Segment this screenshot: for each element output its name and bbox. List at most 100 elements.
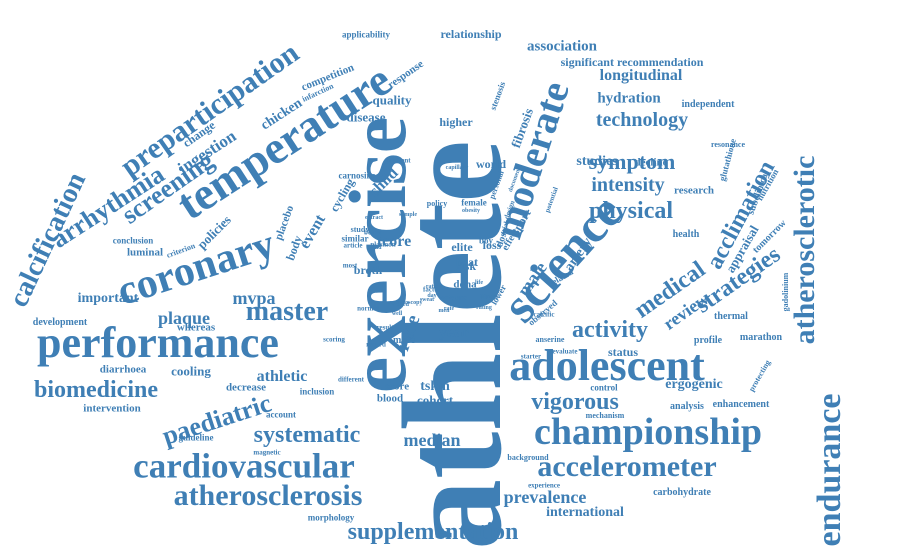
word-plaque: plaque: [157, 308, 211, 328]
word-important: important: [77, 291, 139, 306]
word-thermal: thermal: [714, 311, 748, 322]
word-broth: broth: [353, 263, 383, 277]
word-applicability: applicability: [341, 29, 391, 40]
word-guideline: guideline: [178, 432, 214, 443]
word-use: use: [455, 293, 467, 302]
word-physical: physical: [588, 198, 674, 224]
word-quality: quality: [372, 92, 412, 108]
word-blood: blood: [376, 392, 404, 405]
word-decline: decline: [634, 156, 668, 169]
word-performance: performance: [37, 318, 279, 367]
word-gold: gold: [370, 245, 382, 251]
word-elite: elite: [451, 240, 473, 254]
word-anserine: anserine: [535, 335, 565, 344]
word-doha: doha: [453, 278, 477, 291]
word-intervention: intervention: [83, 402, 141, 415]
word-stenosis: stenosis: [487, 80, 508, 112]
word-whereas: whereas: [176, 321, 216, 334]
word-risk: risk: [455, 259, 477, 273]
word-background: background: [507, 453, 549, 462]
word-significant-recommendation: significant recommendation: [560, 55, 704, 69]
word-different: different: [338, 375, 364, 384]
word-score: score: [384, 380, 410, 393]
word-mechanism: mechanism: [585, 411, 625, 420]
word-international: international: [546, 505, 624, 520]
word-extract: extract: [365, 215, 383, 221]
word-championship: championship: [533, 411, 763, 453]
word-evaluate: evaluate: [552, 347, 578, 356]
word-magnetic: magnetic: [253, 448, 281, 457]
word-status: status: [607, 345, 639, 359]
word-boy: boy: [478, 235, 494, 246]
word-prevalence: prevalence: [503, 487, 587, 507]
word-factor: factor: [423, 285, 441, 294]
word-day: day: [427, 293, 437, 299]
word-life: life: [475, 280, 483, 286]
word-symptom: symptom: [588, 149, 676, 174]
word-adolescent: adolescent: [509, 341, 705, 390]
word-athletic: athletic: [256, 368, 308, 385]
word-inclusion: inclusion: [299, 386, 335, 397]
word-resonance: resonance: [710, 140, 746, 149]
word-conclusion: conclusion: [112, 235, 154, 246]
word-account: account: [266, 409, 296, 420]
word-men: men: [438, 308, 450, 314]
word-diarrhoea: diarrhoea: [99, 363, 147, 376]
word-record: record: [366, 340, 386, 349]
word-studies: studies: [576, 154, 618, 169]
word-rating: rating: [476, 305, 492, 311]
word-development: development: [32, 317, 88, 328]
word-longitudinal: longitudinal: [599, 67, 683, 84]
word-gadolinium: gadolinium: [781, 272, 790, 312]
word-accelerometer: accelerometer: [537, 450, 717, 483]
word-fitness: fitness: [479, 292, 499, 301]
word-master: master: [245, 296, 329, 327]
word-tcore: tcore: [376, 233, 412, 250]
word-median: median: [403, 430, 461, 450]
word-experience: experience: [528, 481, 560, 490]
word-atherosclerosis: atherosclerosis: [173, 479, 363, 512]
word-health: health: [672, 229, 700, 240]
word-protecting: protecting: [746, 358, 773, 394]
word-heat: heat: [456, 255, 478, 269]
word-hydration: hydration: [597, 90, 661, 107]
word-systematic: systematic: [253, 422, 361, 448]
word-most: most: [342, 261, 358, 270]
word-carnosine: carnosine: [338, 170, 376, 181]
word-better: better: [364, 228, 382, 237]
word-morphology: morphology: [307, 512, 355, 523]
word-capillary: capillary: [445, 165, 469, 171]
word-gradient: gradient: [385, 156, 411, 165]
word-calcific: calcific: [533, 310, 555, 319]
word-mvpa: mvpa: [232, 288, 276, 308]
word-endurance: endurance: [811, 393, 848, 547]
word-world: world: [476, 157, 506, 171]
word-tskin: tskin: [420, 379, 450, 394]
word-spectroscopy: spectroscopy: [389, 300, 423, 306]
word-ergogenic: ergogenic: [665, 377, 723, 392]
word-similar: similar: [341, 233, 369, 244]
word-cooling: cooling: [171, 363, 211, 379]
word-rate: rate: [443, 306, 455, 312]
word-enhancement: enhancement: [712, 399, 770, 410]
word-atherosclerotic: atherosclerotic: [788, 155, 821, 345]
word-analysis: analysis: [670, 401, 704, 412]
word-cardiovascular: cardiovascular: [133, 446, 355, 486]
word-luminal: luminal: [126, 246, 164, 259]
word-disease: disease: [346, 109, 386, 125]
word-well: well: [391, 311, 403, 317]
word-biomedicine: biomedicine: [34, 377, 158, 403]
word-technology: technology: [595, 109, 689, 131]
word-article: article: [343, 241, 363, 250]
word-plasmon: plasmon: [370, 240, 396, 249]
word-independent: independent: [681, 99, 735, 110]
word-scoring: scoring: [323, 335, 345, 344]
word-sweat: sweat: [419, 297, 435, 303]
word-carbohydrate: carbohydrate: [653, 487, 711, 498]
word-obesity: obesity: [462, 208, 480, 214]
word-association: association: [526, 38, 598, 55]
word-female: female: [461, 197, 487, 208]
word-higher: higher: [439, 115, 473, 129]
word-activity: activity: [572, 317, 648, 343]
